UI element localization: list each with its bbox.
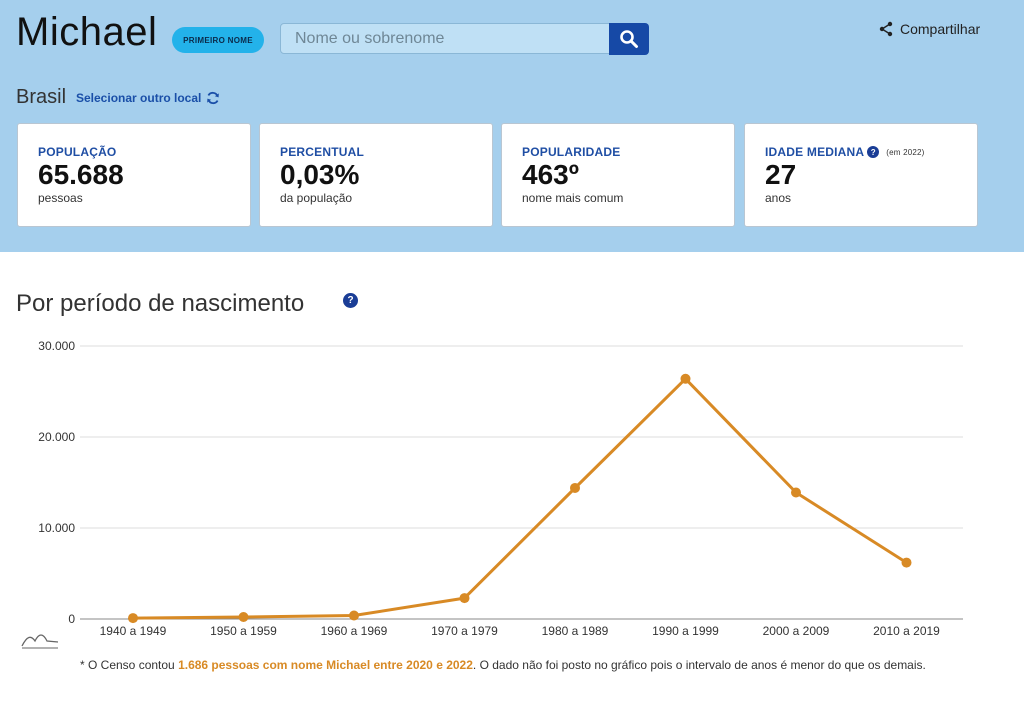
data-point <box>459 593 470 604</box>
footnote-highlight: 1.686 pessoas com nome Michael entre 202… <box>178 658 473 672</box>
y-tick-label: 20.000 <box>38 430 75 444</box>
data-point <box>238 611 249 622</box>
stat-card-populacao: POPULAÇÃO 65.688 pessoas <box>17 123 251 227</box>
location-name: Brasil <box>16 86 67 108</box>
data-point <box>680 373 691 384</box>
x-tick-label: 1960 a 1969 <box>321 624 388 638</box>
x-tick-label: 1990 a 1999 <box>652 624 719 638</box>
search-icon <box>620 30 638 48</box>
refresh-icon <box>207 91 220 105</box>
share-icon <box>879 21 893 37</box>
y-tick-label: 30.000 <box>38 339 75 353</box>
stat-label: POPULARIDADE <box>522 145 621 159</box>
x-tick-label: 1980 a 1989 <box>542 624 609 638</box>
data-point <box>349 610 359 621</box>
stat-value: 27 <box>765 159 797 190</box>
change-location-label: Selecionar outro local <box>76 91 202 105</box>
footnote: * O Censo contou 1.686 pessoas com nome … <box>80 658 926 672</box>
section-help-icon[interactable]: ? <box>343 293 358 308</box>
name-title: Michael <box>16 10 158 54</box>
stat-card-popularidade: POPULARIDADE 463º nome mais comum <box>501 123 735 227</box>
x-tick-label: 2010 a 2019 <box>873 624 940 638</box>
birth-period-chart: 0 10.000 20.000 30.000 1940 a 1949 1950 a 195… <box>21 339 963 649</box>
y-tick-label: 0 <box>68 612 75 626</box>
footnote-prefix: * O Censo contou <box>80 658 179 672</box>
stat-sub: pessoas <box>38 191 83 205</box>
data-point <box>901 557 912 568</box>
data-point <box>128 613 138 624</box>
change-location-link[interactable]: Selecionar outro local <box>76 91 220 105</box>
search-button[interactable] <box>609 23 649 55</box>
stat-note: (em 2022) <box>886 147 925 157</box>
stat-card-percentual: PERCENTUAL 0,03% da população <box>259 123 493 227</box>
data-point <box>570 482 580 493</box>
x-tick-label: 1950 a 1959 <box>210 624 277 638</box>
y-tick-label: 10.000 <box>38 521 75 535</box>
name-type-badge: PRIMEIRO NOME <box>172 27 264 53</box>
stat-sub: anos <box>765 191 792 205</box>
x-tick-label: 1940 a 1949 <box>100 624 167 638</box>
sparkline-icon <box>21 634 59 647</box>
share-label: Compartilhar <box>900 21 981 37</box>
stat-label: POPULAÇÃO <box>38 145 117 159</box>
footnote-suffix: . O dado não foi posto no gráfico pois o… <box>472 658 926 672</box>
stat-label: IDADE MEDIANA <box>765 145 865 159</box>
x-tick-label: 1970 a 1979 <box>431 624 498 638</box>
data-point <box>791 487 801 498</box>
x-tick-label: 2000 a 2009 <box>763 624 830 638</box>
section-title: Por período de nascimento <box>16 290 305 317</box>
stat-card-idade-mediana: IDADE MEDIANA ? (em 2022) 27 anos <box>744 123 978 227</box>
stat-value: 463º <box>522 159 579 190</box>
share-button[interactable]: Compartilhar <box>878 21 980 37</box>
stat-label-row: IDADE MEDIANA ? (em 2022) <box>765 145 957 159</box>
help-icon[interactable]: ? <box>867 146 880 158</box>
stat-label: PERCENTUAL <box>280 145 365 159</box>
stat-value: 65.688 <box>38 159 124 190</box>
stat-value: 0,03% <box>280 159 360 190</box>
name-search-input[interactable] <box>280 23 610 54</box>
stat-sub: da população <box>280 191 353 205</box>
stat-sub: nome mais comum <box>522 191 624 205</box>
hero-panel: Michael PRIMEIRO NOME Compartilhar Brasi… <box>0 0 1024 252</box>
series-line <box>132 377 908 620</box>
